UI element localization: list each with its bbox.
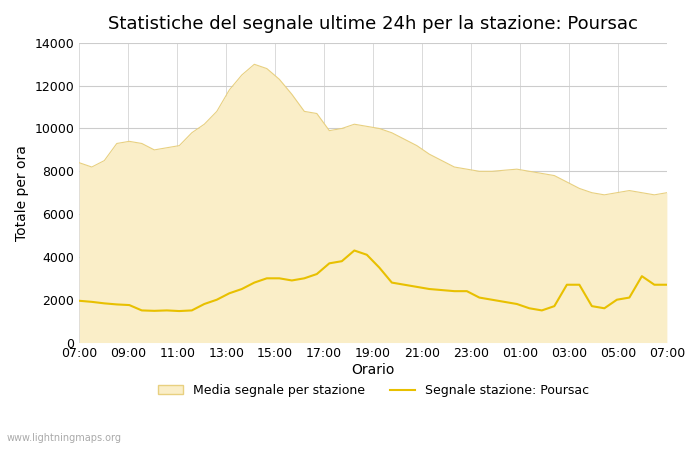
Text: www.lightningmaps.org: www.lightningmaps.org: [7, 433, 122, 443]
Legend: Media segnale per stazione, Segnale stazione: Poursac: Media segnale per stazione, Segnale staz…: [153, 379, 594, 402]
Y-axis label: Totale per ora: Totale per ora: [15, 145, 29, 241]
Title: Statistiche del segnale ultime 24h per la stazione: Poursac: Statistiche del segnale ultime 24h per l…: [108, 15, 638, 33]
X-axis label: Orario: Orario: [351, 363, 395, 377]
